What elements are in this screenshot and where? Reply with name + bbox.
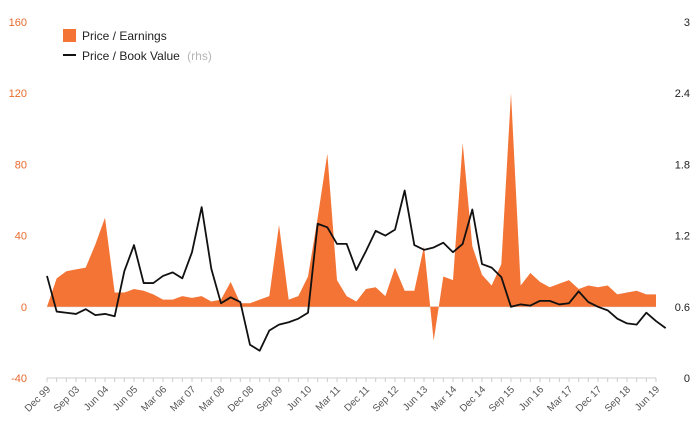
x-tick-label: Dec 17 <box>574 384 604 414</box>
y-right-tick-label: 2.4 <box>675 88 690 100</box>
y-left-tick-label: -40 <box>11 373 27 385</box>
pe-area <box>47 93 656 341</box>
x-tick-label: Jun 16 <box>517 384 546 413</box>
y-right-tick-label: 1.2 <box>675 231 690 243</box>
x-tick-label: Dec 08 <box>226 384 256 414</box>
x-tick-label: Mar 08 <box>197 384 227 414</box>
y-left-tick-label: 0 <box>21 302 27 314</box>
x-tick-label: Mar 07 <box>168 384 198 414</box>
pe-area-layer <box>47 93 656 341</box>
legend-label-pb-suffix: (rhs) <box>187 49 212 63</box>
y-left-tick-label: 120 <box>9 88 27 100</box>
x-tick-label: Sep 15 <box>487 384 517 414</box>
legend-swatch-pe <box>63 29 76 42</box>
legend-label-pb-text: Price / Book Value <box>82 49 180 63</box>
y-right-tick-label: 1.8 <box>675 159 690 171</box>
x-tick-label: Dec 14 <box>458 384 488 414</box>
x-tick-label: Sep 09 <box>255 384 285 414</box>
x-tick-label: Sep 03 <box>52 384 82 414</box>
y-right-tick-label: 0 <box>684 373 690 385</box>
pb-line-layer <box>46 189 667 352</box>
x-tick-label: Dec 11 <box>342 384 372 414</box>
x-tick-label: Jun 10 <box>285 384 314 413</box>
x-tick-label: Dec 99 <box>23 384 53 414</box>
y-left-tick-label: 40 <box>15 231 27 243</box>
legend: Price / Earnings Price / Book Value (rhs… <box>63 29 212 63</box>
axes: -40 0 40 80 120 160 0 0.6 1.2 1.8 2.4 3 <box>9 17 690 385</box>
x-tick-label: Jun 19 <box>633 384 662 413</box>
x-tick-label: Sep 18 <box>603 384 633 414</box>
y-right-tick-label: 3 <box>684 17 690 29</box>
x-tick-label: Jun 13 <box>401 384 430 413</box>
pb-line <box>46 189 667 352</box>
x-tick-label: Mar 06 <box>139 384 169 414</box>
x-tick-label: Jun 04 <box>82 384 111 413</box>
x-tick-label: Mar 14 <box>429 384 459 414</box>
x-tick-label: Jun 05 <box>111 384 140 413</box>
y-left-tick-label: 160 <box>9 17 27 29</box>
y-right-tick-label: 0.6 <box>675 302 690 314</box>
legend-label-pb: Price / Book Value (rhs) <box>82 49 212 63</box>
x-tick-label: Mar 11 <box>314 384 344 414</box>
y-left-tick-label: 80 <box>15 159 27 171</box>
x-tick-label: Mar 17 <box>545 384 575 414</box>
legend-label-pe: Price / Earnings <box>82 29 167 43</box>
x-tick-label: Sep 12 <box>371 384 401 414</box>
